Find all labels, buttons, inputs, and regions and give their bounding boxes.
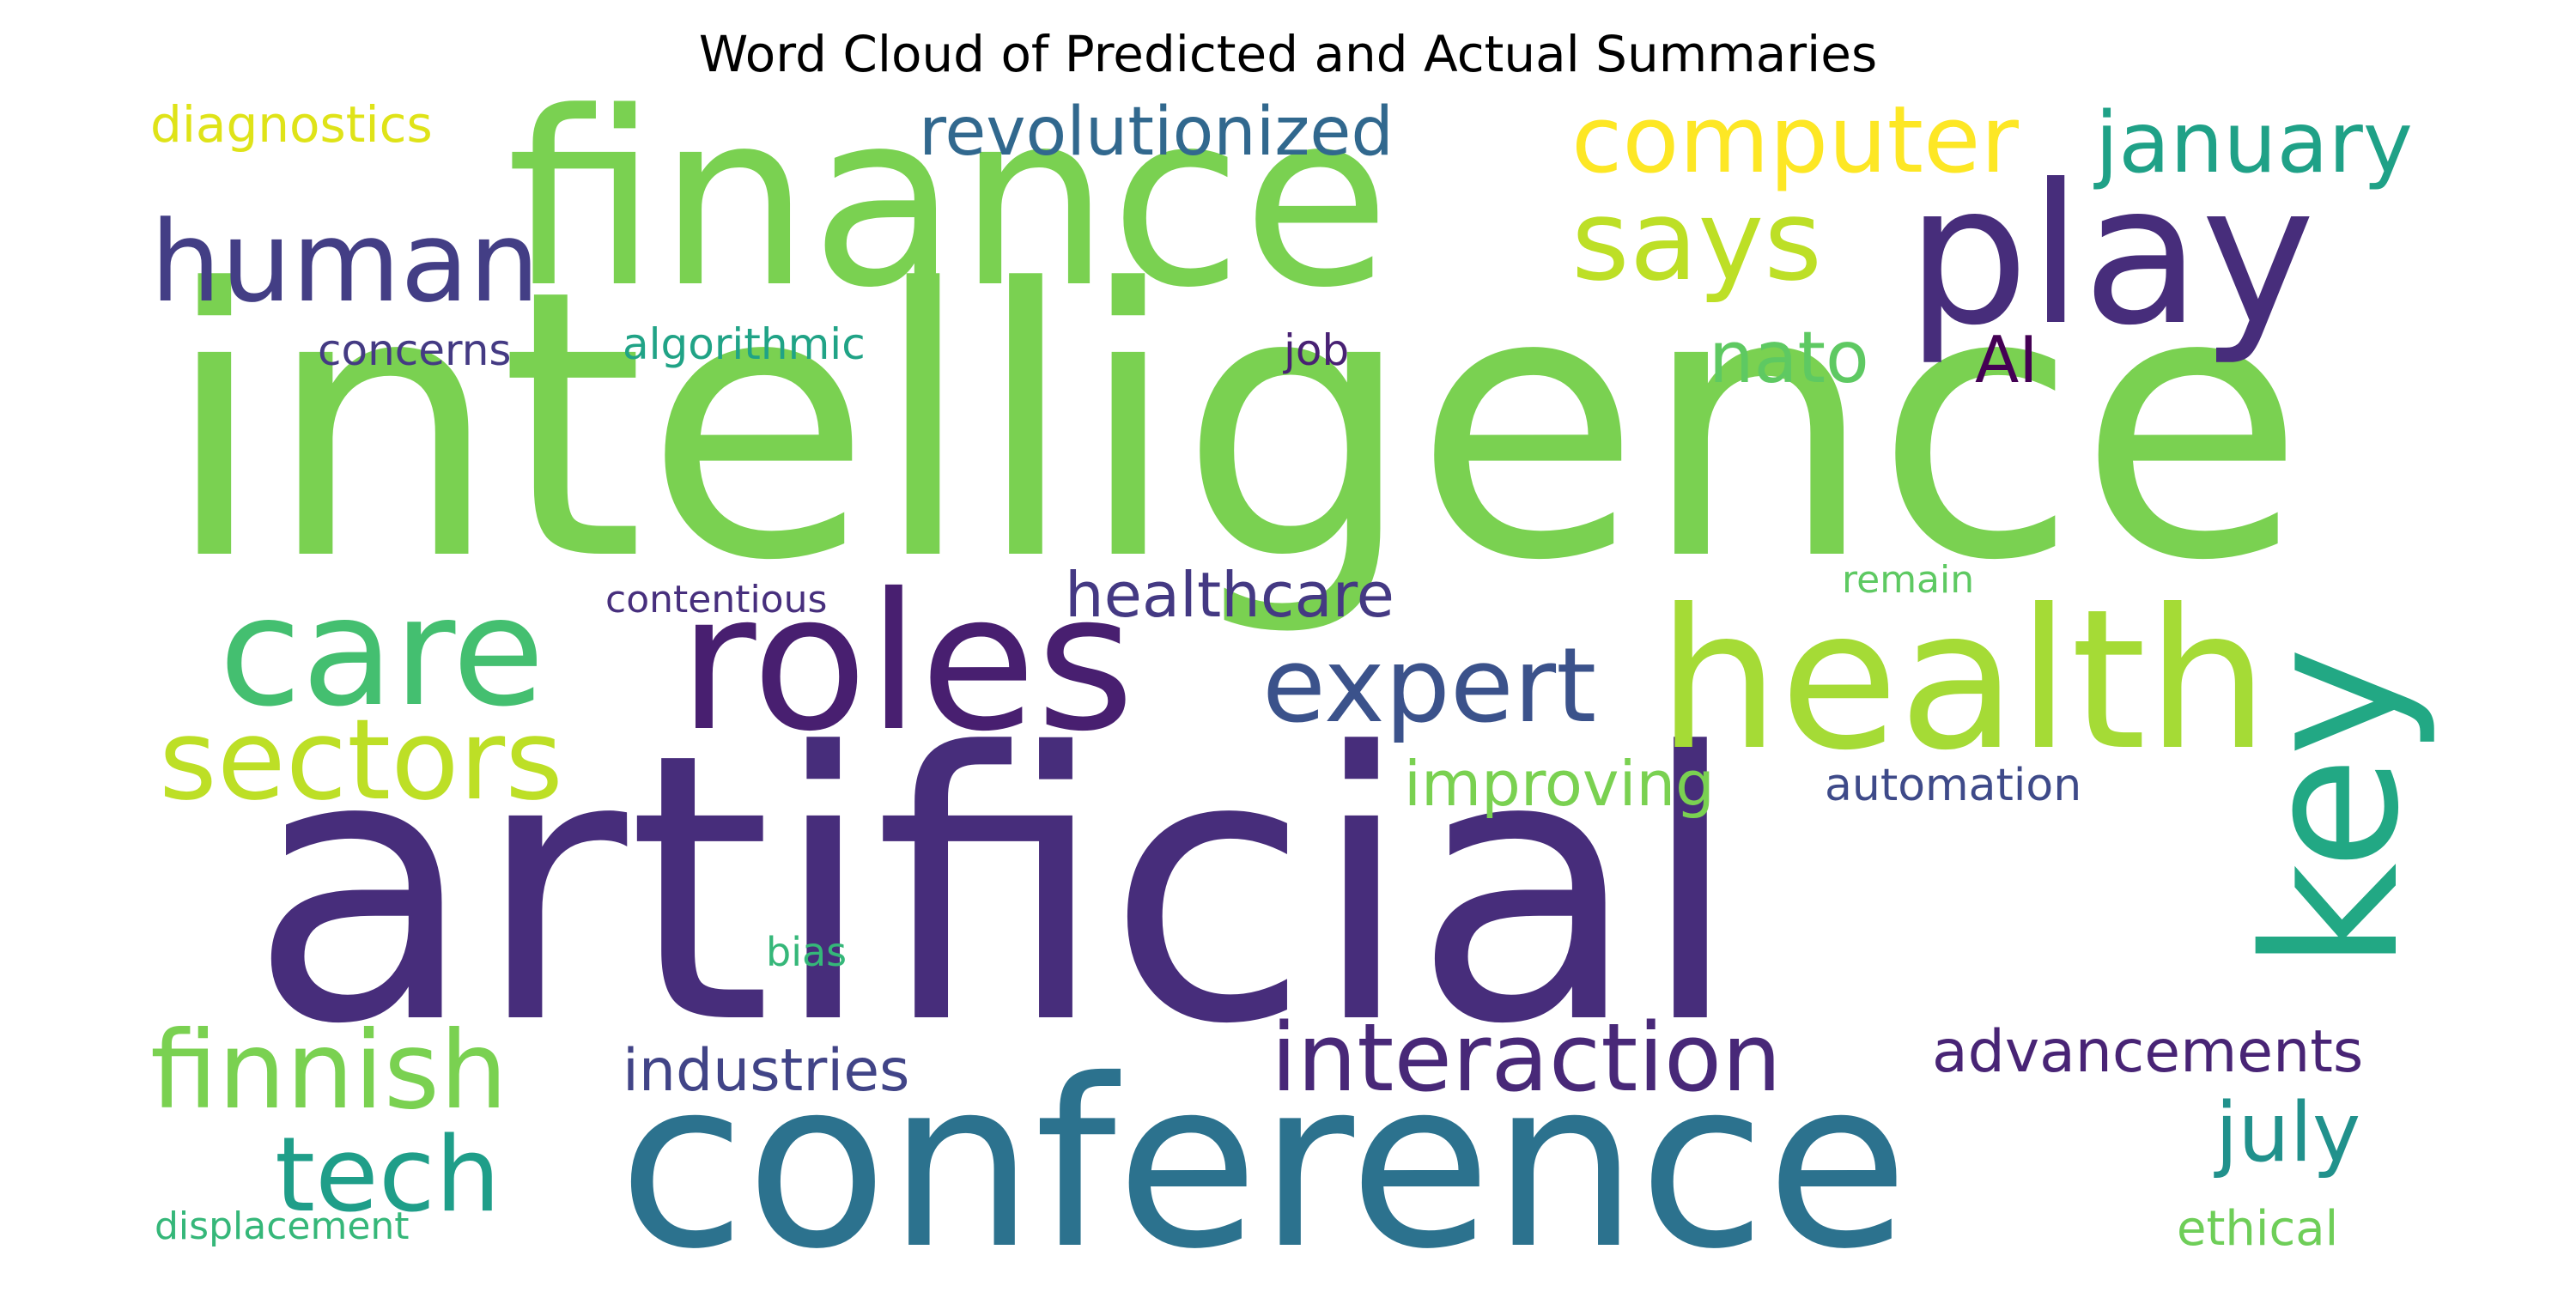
- word-key: key: [2224, 647, 2439, 970]
- word-interaction: interaction: [1271, 1003, 1782, 1113]
- word-diagnostics: diagnostics: [150, 95, 433, 154]
- word-says: says: [1571, 175, 1822, 306]
- word-finance: finance: [507, 61, 1390, 341]
- word-revolutionized: revolutionized: [919, 94, 1394, 171]
- word-remain: remain: [1842, 558, 1974, 602]
- word-industries: industries: [623, 1037, 909, 1105]
- word-play: play: [1906, 143, 2315, 368]
- word-roles: roles: [678, 553, 1134, 773]
- word-artificial: artificial: [249, 676, 1741, 1105]
- word-sectors: sectors: [159, 695, 563, 825]
- word-health: health: [1657, 568, 2269, 793]
- word-healthcare: healthcare: [1065, 559, 1394, 631]
- word-displacement: displacement: [155, 1204, 410, 1248]
- word-automation: automation: [1825, 760, 2081, 811]
- word-job: job: [1283, 325, 1349, 375]
- word-contentious: contentious: [605, 578, 827, 622]
- word-advancements: advancements: [1932, 1018, 2363, 1086]
- word-computer: computer: [1571, 87, 2019, 194]
- word-finnish: finnish: [150, 1009, 507, 1133]
- word-july: july: [2214, 1086, 2360, 1180]
- word-bias: bias: [766, 929, 847, 975]
- word-human: human: [150, 197, 539, 327]
- word-concerns: concerns: [318, 325, 511, 375]
- word-january: january: [2093, 94, 2413, 192]
- word-conference: conference: [618, 1029, 1909, 1288]
- word-algorithmic: algorithmic: [623, 319, 866, 369]
- word-expert: expert: [1262, 627, 1596, 746]
- figure-title: Word Cloud of Predicted and Actual Summa…: [698, 25, 1878, 83]
- word-tech: tech: [275, 1116, 501, 1235]
- word-ethical: ethical: [2177, 1201, 2338, 1257]
- word-care: care: [219, 566, 544, 740]
- word-ai: AI: [1975, 322, 2038, 397]
- word-nato: nato: [1709, 316, 1869, 399]
- word-intelligence: intelligence: [163, 212, 2306, 641]
- word-improving: improving: [1404, 748, 1715, 820]
